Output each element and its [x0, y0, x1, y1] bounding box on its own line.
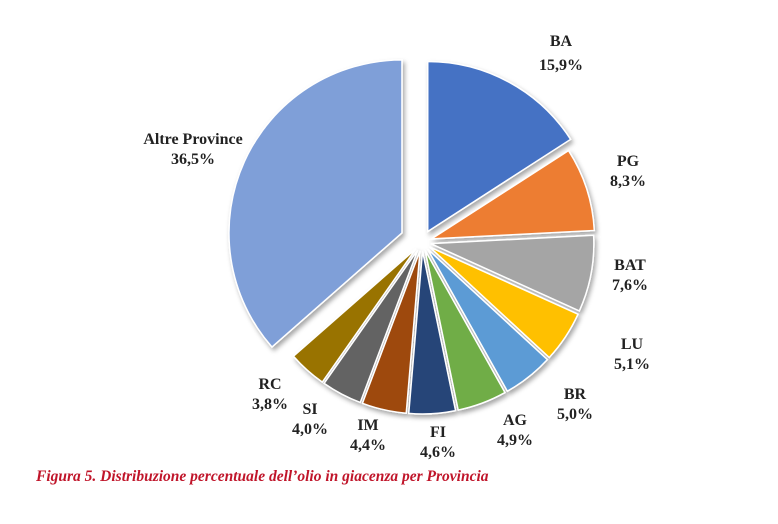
pie-slice-ba — [426, 60, 572, 233]
pie-slice-si — [323, 249, 419, 404]
pie-chart: BA 15,9% PG 8,3% BAT 7,6% LU 5,1% BR 5,0% AG 4,9% FI… — [143, 33, 650, 460]
slice-label-rc: RC — [258, 376, 281, 393]
slice-value-si: 4,0% — [292, 421, 328, 438]
slice-label-bat: BAT — [614, 257, 646, 274]
pie-slice-rc — [292, 248, 417, 384]
pie-slice-br — [426, 248, 549, 393]
slice-label-ba: BA — [550, 33, 573, 50]
slice-value-ba: 15,9% — [539, 57, 583, 74]
pie-slice-im — [361, 250, 421, 415]
slice-label-pg: PG — [617, 153, 640, 170]
pie-slice-altre-province — [228, 59, 403, 349]
pie-slice-pg — [428, 149, 596, 240]
slice-value-rc: 3,8% — [252, 396, 288, 413]
slice-value-pg: 8,3% — [610, 173, 646, 190]
slice-label-lu: LU — [621, 336, 644, 353]
slice-value-fi: 4,6% — [420, 444, 456, 460]
slice-label-si: SI — [302, 401, 317, 418]
slice-label-fi: FI — [430, 424, 446, 441]
slice-label-im: IM — [357, 417, 378, 434]
slice-value-ag: 4,9% — [497, 432, 533, 449]
slice-value-bat: 7,6% — [612, 277, 648, 294]
pie-slice-ag — [424, 250, 506, 411]
figure-caption: Figura 5. Distribuzione percentuale dell… — [36, 468, 489, 485]
slice-label-altre-province: Altre Province — [143, 131, 242, 148]
slice-value-im: 4,4% — [350, 437, 386, 454]
pie-slice-fi — [407, 250, 457, 415]
slice-label-ag: AG — [503, 412, 528, 429]
slice-value-altre-province: 36,5% — [171, 151, 215, 168]
slice-label-br: BR — [564, 386, 587, 403]
slice-value-lu: 5,1% — [614, 356, 650, 373]
pie-slice-lu — [428, 246, 579, 359]
slice-value-br: 5,0% — [557, 406, 593, 423]
pie-slice-bat — [430, 234, 595, 312]
